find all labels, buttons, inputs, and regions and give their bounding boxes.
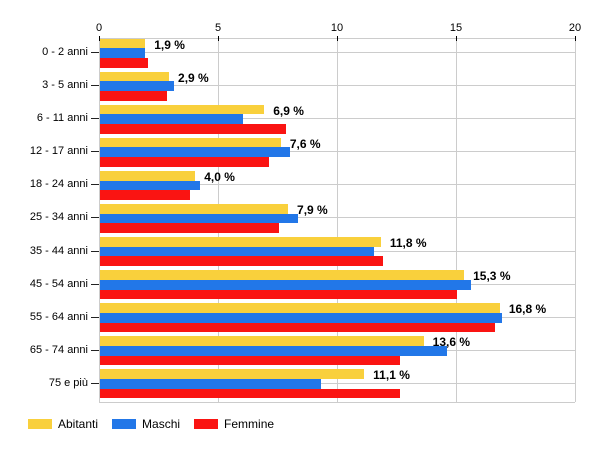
category-tickmark (91, 151, 99, 153)
data-label: 15,3 % (473, 269, 511, 284)
bar-femmine-8 (100, 322, 496, 333)
bar-maschi-9 (100, 346, 448, 356)
data-label: 6,9 % (273, 103, 304, 118)
x-axis-tick-label: 5 (214, 22, 222, 34)
category-center-gridline (99, 52, 575, 53)
category-center-gridline (99, 85, 575, 87)
bar-abitanti-3 (100, 137, 281, 148)
category-tickmark (91, 85, 99, 87)
bar-abitanti-8 (100, 303, 500, 313)
bar-maschi-8 (100, 312, 503, 323)
category-center-gridline (99, 382, 575, 384)
bar-femmine-3 (100, 157, 269, 167)
x-axis-tick-label: 0 (95, 22, 103, 34)
legend-swatch-abitanti (28, 419, 52, 429)
bar-femmine-4 (100, 190, 191, 200)
x-axis-tickmark (218, 36, 219, 41)
category-tickmark (91, 184, 99, 186)
category-label: 6 - 11 anni (36, 112, 88, 125)
x-axis-tick-label: 20 (568, 22, 582, 34)
data-label: 1,9 % (154, 37, 185, 52)
category-tickmark (91, 382, 99, 384)
category-tickmark (91, 217, 99, 219)
legend: Abitanti Maschi Femmine (28, 417, 274, 431)
data-label: 2,9 % (178, 70, 209, 85)
bar-maschi-10 (100, 379, 322, 389)
legend-item-femmine: Femmine (194, 417, 274, 431)
category-label: 35 - 44 anni (29, 244, 88, 257)
legend-swatch-maschi (112, 419, 137, 429)
bar-maschi-0 (100, 48, 146, 58)
data-label: 4,0 % (204, 169, 235, 184)
bar-maschi-1 (100, 81, 174, 91)
category-label: 18 - 24 anni (29, 178, 88, 191)
bar-maschi-2 (100, 114, 243, 125)
bar-abitanti-2 (100, 104, 265, 115)
category-label: 0 - 2 anni (42, 46, 88, 58)
category-center-gridline (99, 151, 575, 153)
x-gridline (575, 38, 576, 402)
bar-femmine-1 (100, 90, 167, 101)
category-center-gridline (99, 217, 575, 219)
category-label: 75 e più (48, 376, 88, 389)
bar-abitanti-0 (100, 38, 146, 49)
data-label: 11,1 % (373, 368, 410, 383)
category-label: 45 - 54 anni (29, 277, 88, 290)
legend-label-femmine: Femmine (224, 417, 275, 431)
data-label: 11,8 % (389, 236, 427, 251)
bar-abitanti-1 (100, 71, 170, 82)
bar-femmine-5 (100, 223, 279, 234)
bar-abitanti-10 (100, 369, 365, 380)
category-tickmark (91, 250, 99, 252)
y-axis-line (99, 38, 100, 402)
bar-femmine-6 (100, 256, 384, 267)
x-axis-tickmark (456, 36, 457, 41)
data-label: 13,6 % (432, 335, 471, 350)
data-label: 16,8 % (508, 302, 547, 317)
bar-maschi-4 (100, 180, 200, 191)
x-gridline (456, 38, 457, 402)
bar-abitanti-5 (100, 203, 289, 214)
bar-abitanti-7 (100, 270, 465, 280)
category-label: 25 - 34 anni (29, 211, 88, 224)
bar-maschi-5 (100, 213, 298, 224)
category-label: 65 - 74 anni (29, 343, 88, 356)
bar-femmine-9 (100, 355, 400, 366)
legend-label-abitanti: Abitanti (58, 417, 99, 431)
category-tickmark (91, 316, 99, 318)
category-center-gridline (99, 184, 575, 186)
category-label: 55 - 64 anni (29, 310, 88, 323)
plot-bottom-border (99, 402, 575, 403)
bar-maschi-7 (100, 279, 472, 290)
bar-femmine-2 (100, 124, 286, 134)
bar-abitanti-9 (100, 336, 424, 346)
x-axis-tickmark (575, 36, 576, 41)
data-label: 7,9 % (297, 202, 328, 217)
bar-femmine-7 (100, 289, 457, 300)
category-tickmark (91, 283, 99, 285)
x-axis-tick-label: 10 (330, 22, 344, 34)
data-label: 7,6 % (289, 136, 321, 151)
category-tickmark (91, 52, 99, 53)
legend-item-abitanti: Abitanti (28, 417, 98, 431)
x-axis-tickmark (99, 36, 100, 41)
bar-maschi-6 (100, 246, 374, 257)
legend-item-maschi: Maschi (112, 417, 180, 431)
legend-swatch-femmine (194, 419, 219, 429)
legend-label-maschi: Maschi (142, 417, 181, 431)
x-axis-tickmark (337, 36, 338, 41)
bar-abitanti-4 (100, 170, 196, 181)
x-axis-tick-label: 15 (449, 22, 463, 34)
bar-maschi-3 (100, 147, 291, 158)
bar-abitanti-6 (100, 237, 381, 247)
category-label: 3 - 5 anni (42, 79, 88, 92)
category-tickmark (91, 118, 99, 120)
x-gridline (337, 38, 338, 402)
bar-femmine-10 (100, 388, 400, 399)
category-tickmark (91, 349, 99, 351)
bar-femmine-0 (100, 57, 148, 68)
category-center-gridline (99, 118, 575, 120)
category-label: 12 - 17 anni (29, 145, 88, 158)
